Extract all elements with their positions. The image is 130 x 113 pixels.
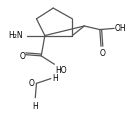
Text: HO: HO — [55, 66, 67, 75]
Text: O: O — [19, 51, 25, 60]
Text: H: H — [32, 101, 38, 110]
Text: H₂N: H₂N — [9, 31, 23, 40]
Text: H: H — [52, 74, 58, 83]
Text: O: O — [29, 78, 35, 87]
Text: OH: OH — [115, 24, 126, 33]
Text: O: O — [99, 48, 105, 57]
